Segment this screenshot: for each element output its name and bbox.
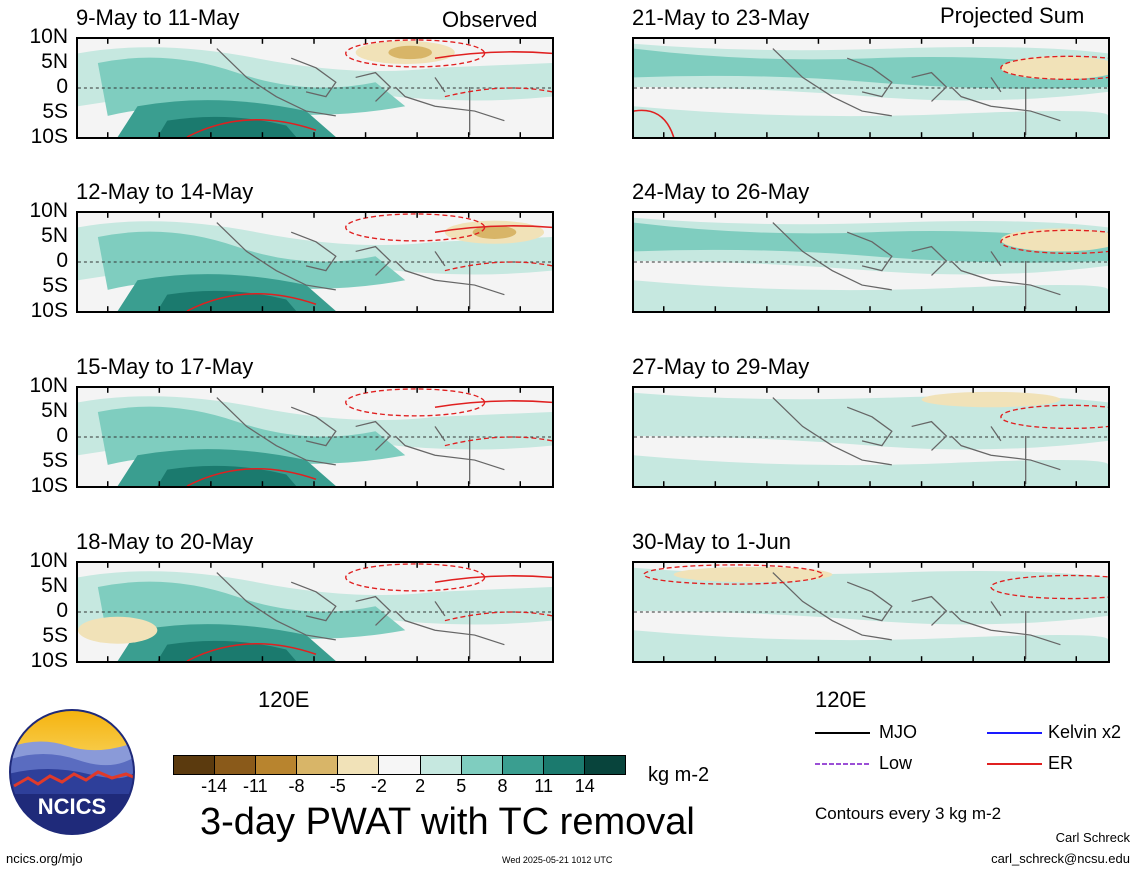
map-panel-r-4 [632, 561, 1110, 663]
colorbar-swatch [256, 756, 298, 774]
colorbar-tick-label: 14 [574, 776, 595, 796]
logo-text: NCICS [38, 794, 106, 819]
map-panel-l-1 [76, 37, 554, 139]
map-panel-l-4 [76, 561, 554, 663]
colorbar-swatch [215, 756, 257, 774]
map-panel-r-3 [632, 386, 1110, 488]
y-axis-label: 5S [42, 449, 68, 472]
colorbar-tick-label: -8 [288, 776, 305, 796]
footer-email: carl_schreck@ncsu.edu [991, 851, 1130, 866]
contours-note: Contours every 3 kg m-2 [815, 804, 1002, 823]
y-axis-label: 5N [41, 399, 68, 422]
y-axis-label: 10N [29, 25, 68, 48]
y-axis-label: 10S [30, 125, 68, 148]
x-axis-label-left: 120E [258, 687, 310, 712]
legend-kelvin-swatch [987, 732, 1042, 734]
legend-low-label: Low [879, 753, 913, 773]
y-axis-label: 5S [42, 274, 68, 297]
x-axis-label-right: 120E [815, 687, 867, 712]
legend-kelvin-label: Kelvin x2 [1048, 722, 1122, 742]
y-axis-label: 0 [56, 249, 68, 272]
colorbar-tick-label: -14 [201, 776, 228, 796]
colorbar-swatch [461, 756, 503, 774]
panel-title-l-2: 12-May to 14-May [76, 179, 254, 204]
legend-mjo-swatch [815, 732, 870, 734]
ncics-logo-icon: NCICS [9, 709, 135, 835]
footer-timestamp: Wed 2025-05-21 1012 UTC [502, 855, 613, 865]
colorbar-tick-label: -5 [329, 776, 346, 796]
y-axis-label: 10N [29, 199, 68, 222]
contour-legend: MJO Kelvin x2 Low ER [815, 720, 1135, 780]
legend-mjo-label: MJO [879, 722, 917, 742]
panel-title-l-1: 9-May to 11-May [76, 5, 240, 30]
ncics-logo: NCICS [8, 708, 136, 836]
colorbar-swatch [584, 756, 626, 774]
map-panel-r-1 [632, 37, 1110, 139]
y-axis-label: 10S [30, 474, 68, 497]
y-axis-label: 10N [29, 374, 68, 397]
y-axis-label: 10S [30, 649, 68, 672]
colorbar-swatch [420, 756, 462, 774]
colorbar-tick-label: 11 [534, 776, 553, 796]
colorbar-swatch [338, 756, 380, 774]
colorbar-tick-label: 8 [497, 776, 508, 796]
panel-title-r-1: 21-May to 23-May [632, 5, 810, 30]
footer-author: Carl Schreck [1055, 830, 1130, 845]
y-axis-label: 0 [56, 75, 68, 98]
y-axis-label: 5N [41, 50, 68, 73]
colorbar-tick-label: 2 [415, 776, 426, 796]
panel-title-r-2: 24-May to 26-May [632, 179, 810, 204]
panel-title-l-3: 15-May to 17-May [76, 354, 254, 379]
y-axis-label: 0 [56, 599, 68, 622]
map-panel-r-2 [632, 211, 1110, 313]
y-axis-label: 10N [29, 549, 68, 572]
colorbar-swatch [174, 756, 216, 774]
colorbar [173, 755, 626, 775]
colorbar-tick-label: -11 [243, 776, 268, 796]
main-title: 3-day PWAT with TC removal [200, 801, 695, 843]
colorbar-units: kg m-2 [648, 764, 710, 786]
colorbar-swatch [502, 756, 544, 774]
panel-title-r-4: 30-May to 1-Jun [632, 529, 791, 554]
panel-title-l-4: 18-May to 20-May [76, 529, 254, 554]
y-axis-label: 10S [30, 299, 68, 322]
colorbar-swatch [379, 756, 421, 774]
y-axis-label: 5N [41, 574, 68, 597]
colorbar-tick-label: -2 [370, 776, 387, 796]
y-axis-label: 5S [42, 100, 68, 123]
legend-er-label: ER [1048, 753, 1074, 773]
observed-label: Observed [442, 7, 538, 32]
y-axis-label: 0 [56, 424, 68, 447]
projected-sum-label: Projected Sum [940, 3, 1085, 28]
y-axis-label: 5S [42, 624, 68, 647]
footer-url: ncics.org/mjo [6, 851, 83, 866]
colorbar-tick-label: 5 [456, 776, 467, 796]
colorbar-swatch [297, 756, 339, 774]
legend-low-swatch [815, 763, 870, 765]
map-panel-l-2 [76, 211, 554, 313]
colorbar-swatch [543, 756, 585, 774]
y-axis-label: 5N [41, 224, 68, 247]
legend-er-swatch [987, 763, 1042, 765]
map-panel-l-3 [76, 386, 554, 488]
panel-title-r-3: 27-May to 29-May [632, 354, 810, 379]
